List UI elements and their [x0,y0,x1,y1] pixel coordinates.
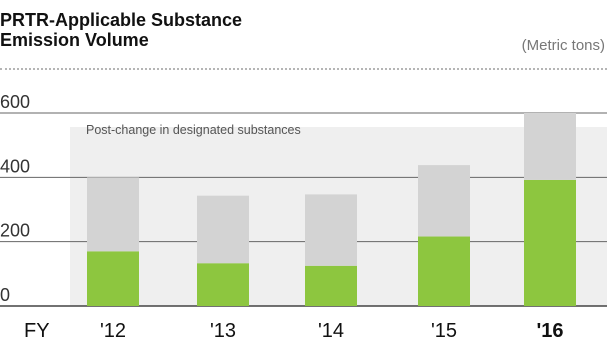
bar-post-change [418,236,470,306]
title-divider [0,68,607,70]
x-tick-label: '15 [431,320,457,342]
x-tick-label: '12 [100,320,126,342]
bar-remainder [197,195,249,264]
bar-post-change [305,265,357,306]
x-tick-labels: '12 '13 '14 '15 '16 [100,320,564,342]
annotation-text: Post-change in designated substances [86,123,301,137]
y-tick-label: 0 [0,285,10,305]
y-tick-label: 600 [0,92,30,112]
x-tick-label: '16 [536,320,563,342]
y-tick-label: 400 [0,156,30,176]
bar-post-change [87,251,139,306]
x-tick-label: '13 [210,320,236,342]
x-tick-label: '14 [318,320,344,342]
chart-title: PRTR-Applicable Substance Emission Volum… [0,10,242,50]
fy-label: FY [24,320,50,342]
bar-remainder [305,194,357,266]
unit-label: (Metric tons) [521,37,605,54]
bar-remainder [418,165,470,237]
bars [87,113,576,306]
bar-remainder [524,113,576,180]
bar-post-change [524,179,576,306]
y-tick-label: 200 [0,221,30,241]
chart-title-line1: PRTR-Applicable Substance [0,10,243,30]
bar-post-change [197,263,249,306]
y-tick-labels: 0 200 400 600 [0,92,30,305]
bar-remainder [87,177,139,252]
chart-title-line2: Emission Volume [0,30,149,50]
